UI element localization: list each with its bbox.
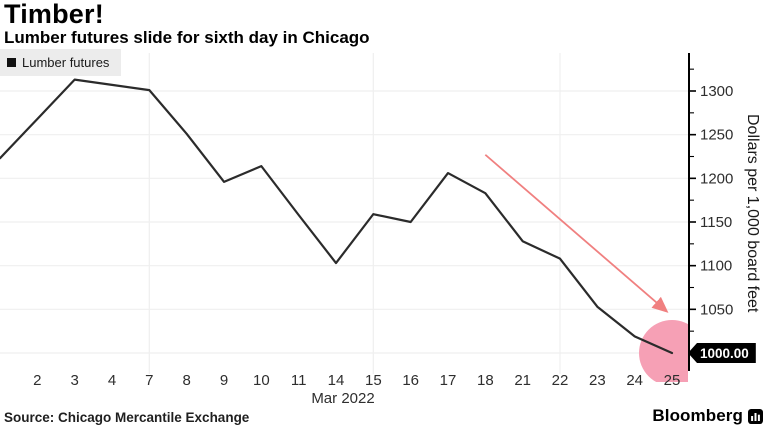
x-tick-label: 14 bbox=[328, 372, 345, 389]
x-axis-month-label: Mar 2022 bbox=[311, 390, 375, 407]
legend: Lumber futures bbox=[0, 49, 122, 76]
price-line bbox=[0, 78, 674, 355]
y-axis-title: Dollars per 1,000 board feet bbox=[744, 113, 761, 313]
y-tick-label: 1200 bbox=[700, 170, 733, 187]
x-tick-label: 8 bbox=[182, 372, 190, 389]
x-tick-label: 17 bbox=[440, 372, 457, 389]
x-tick-label: 23 bbox=[589, 372, 606, 389]
x-tick-label: 15 bbox=[365, 372, 382, 389]
trend-arrow bbox=[484, 154, 669, 313]
x-tick-label: 2 bbox=[33, 372, 41, 389]
x-tick-label: 3 bbox=[70, 372, 78, 389]
y-tick-label: 1150 bbox=[700, 214, 732, 231]
y-tick-label: 1250 bbox=[700, 127, 733, 144]
x-tick-label: 18 bbox=[477, 372, 494, 389]
x-tick-label: 4 bbox=[108, 372, 116, 389]
x-tick-label: 10 bbox=[253, 372, 270, 389]
x-tick-label: 7 bbox=[145, 372, 153, 389]
last-price-tag: 1000.00 bbox=[688, 343, 756, 363]
bloomberg-mark-icon bbox=[748, 408, 763, 424]
highlight-circle bbox=[639, 320, 688, 382]
legend-series-marker-icon bbox=[7, 58, 16, 67]
x-tick-label: 24 bbox=[626, 372, 643, 389]
x-tick-label: 25 bbox=[664, 372, 681, 389]
source-credit: Source: Chicago Mercantile Exchange bbox=[4, 410, 250, 425]
y-tick-label: 1100 bbox=[700, 258, 732, 275]
page-title: Timber! bbox=[4, 0, 104, 29]
y-tick-label: 1050 bbox=[700, 301, 733, 318]
x-tick-label: 11 bbox=[291, 372, 307, 389]
x-tick-label: 16 bbox=[402, 372, 419, 389]
x-tick-label: 21 bbox=[514, 372, 531, 389]
x-tick-label: 9 bbox=[220, 372, 228, 389]
branding: Bloomberg bbox=[652, 406, 763, 426]
y-tick-label: 1300 bbox=[700, 83, 733, 100]
bloomberg-wordmark: Bloomberg bbox=[652, 406, 743, 425]
x-tick-label: 22 bbox=[552, 372, 569, 389]
legend-series-label: Lumber futures bbox=[22, 55, 110, 70]
page-subtitle: Lumber futures slide for sixth day in Ch… bbox=[4, 28, 370, 47]
